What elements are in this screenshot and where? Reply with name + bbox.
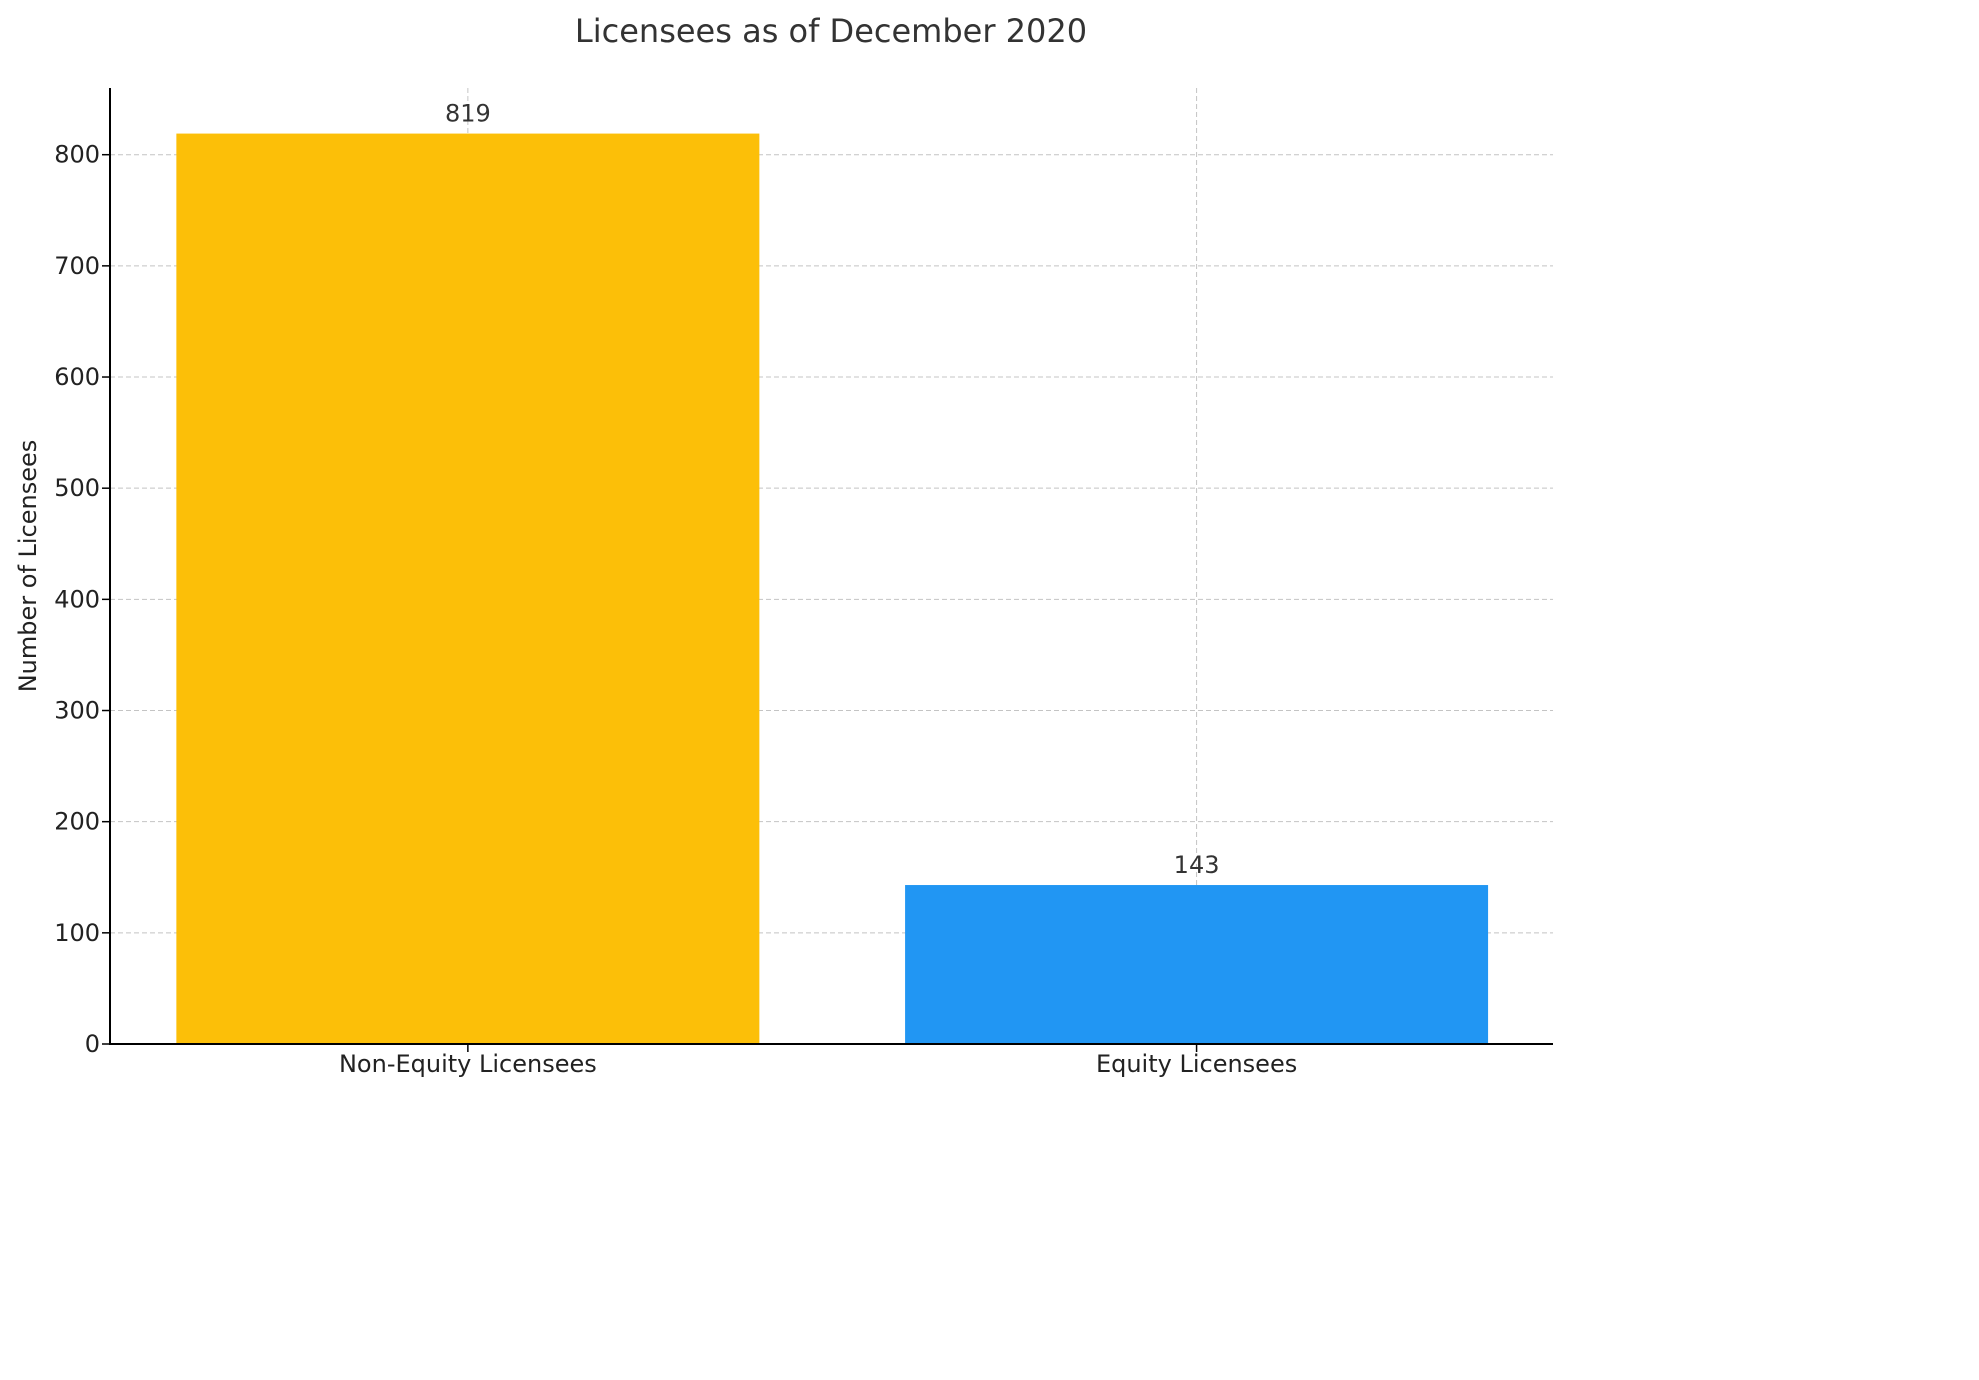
chart-title: Licensees as of December 2020 — [575, 12, 1087, 50]
y-tick-label: 100 — [54, 919, 100, 947]
bars — [176, 133, 1489, 1044]
value-label: 143 — [1174, 851, 1220, 879]
y-axis-ticks: 0 100 200 300 400 500 600 700 800 — [54, 141, 110, 1058]
y-tick-label: 500 — [54, 474, 100, 502]
y-tick-label: 700 — [54, 252, 100, 280]
axes — [109, 88, 1553, 1045]
x-tick-label: Equity Licensees — [1096, 1050, 1297, 1078]
y-tick-label: 300 — [54, 697, 100, 725]
y-tick-label: 400 — [54, 585, 100, 613]
x-axis-ticks: Non-Equity Licensees Equity Licensees — [339, 1044, 1297, 1078]
bar — [176, 133, 760, 1044]
y-tick-label: 0 — [85, 1030, 100, 1058]
y-tick-label: 600 — [54, 363, 100, 391]
y-tick-label: 800 — [54, 141, 100, 169]
x-tick-label: Non-Equity Licensees — [339, 1050, 597, 1078]
y-tick-label: 200 — [54, 808, 100, 836]
value-label: 819 — [445, 100, 491, 128]
value-labels: 819 143 — [445, 100, 1220, 879]
bar — [905, 885, 1489, 1044]
bar-chart: Licensees as of December 2020 Number of … — [14, 12, 1553, 1078]
y-axis-title: Number of Licensees — [14, 440, 42, 693]
